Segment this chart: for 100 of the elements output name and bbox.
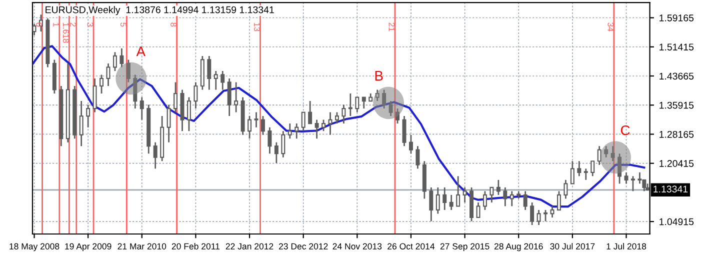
candlestick [140, 96, 144, 120]
candlestick [530, 202, 534, 226]
y-tick-label: 1.28165 [660, 130, 694, 138]
y-tick-label: 1.51415 [660, 44, 694, 50]
line-series [32, 45, 646, 208]
candlestick [314, 119, 319, 140]
candlestick [126, 59, 130, 83]
candlestick [496, 179, 500, 196]
candlestick [328, 112, 332, 136]
candlestick [523, 190, 528, 211]
candlestick [106, 62, 110, 87]
x-tick-label: 28 Aug 2016 [494, 243, 543, 252]
candlestick [396, 108, 400, 124]
candlestick [120, 48, 124, 68]
ref-line-label: 0 [36, 22, 42, 27]
candlestick [570, 160, 574, 184]
candlestick [442, 186, 447, 211]
x-tick-label: 22 Jan 2012 [226, 243, 274, 250]
candlestick [112, 51, 117, 72]
ref-line-label: 5 [120, 22, 126, 27]
ref-line-label: 8 [170, 22, 176, 27]
x-tick-label: 21 Mar 2010 [118, 243, 166, 250]
candlestick [577, 160, 582, 177]
ref-line-label: 13 [254, 22, 260, 32]
candlestick [597, 145, 602, 166]
candlestick [248, 115, 252, 140]
candlestick [408, 134, 413, 154]
candlestick [153, 142, 158, 170]
y-tick-label: 1.43665 [660, 72, 694, 80]
ref-line-label: 21 [388, 22, 395, 32]
candlestick [630, 175, 635, 192]
x-tick-label: 23 Dec 2012 [278, 243, 328, 250]
candlestick [610, 145, 615, 162]
ref-line-label: 34 [608, 22, 614, 32]
candlestick [268, 126, 272, 154]
candlestick [281, 130, 286, 158]
candlestick [100, 74, 104, 94]
candlestick [254, 112, 258, 128]
candlestick [133, 74, 138, 110]
candlestick [604, 145, 608, 158]
candlestick [556, 190, 561, 211]
ref-line-label: 1.618 [62, 22, 69, 43]
candlestick [86, 104, 90, 128]
candlestick [214, 70, 218, 90]
candlestick [536, 209, 541, 226]
candlestick [449, 194, 454, 211]
ref-line-label: 3 [87, 22, 94, 27]
x-tick-label: 27 Sep 2015 [440, 243, 490, 252]
candlestick [174, 82, 178, 113]
candlestick [92, 78, 97, 113]
x-tick-label: 30 Jul 2017 [550, 243, 595, 250]
candlestick [348, 92, 352, 117]
candlestick [584, 168, 588, 181]
candlestick [618, 152, 622, 184]
candlestick [260, 115, 265, 136]
candlestick [342, 104, 346, 124]
candlestick [456, 175, 460, 207]
x-tick-label: 19 Apr 2009 [65, 243, 112, 252]
candlestick [550, 206, 554, 218]
candlestick [166, 104, 171, 144]
candlestick [308, 100, 312, 124]
candlestick [186, 96, 191, 132]
candlestick [288, 122, 292, 140]
candlestick [638, 172, 642, 184]
candlestick [388, 100, 393, 117]
ref-line-label: 1.13341 [654, 186, 688, 193]
chart-title: EURUSD,Weekly 1.13876 1.14994 1.13159 1.13341 [46, 6, 274, 16]
x-tick-label: 20 Feb 2011 [172, 243, 220, 250]
candlestick [429, 186, 434, 222]
candlestick [564, 179, 568, 200]
candlestick [32, 23, 36, 36]
candlestick [402, 115, 406, 147]
candlestick [355, 96, 360, 113]
candlestick [234, 82, 238, 113]
annotation: A [136, 46, 146, 56]
candlestick [207, 55, 212, 90]
y-tick-label: 1.04915 [660, 218, 694, 226]
candlestick [375, 89, 380, 102]
x-tick-label: 18 May 2008 [10, 243, 60, 252]
candlestick [322, 119, 326, 132]
annotation: C [620, 125, 630, 136]
candlestick [624, 172, 628, 184]
candlestick [482, 190, 487, 211]
ref-line-label: 1 [53, 22, 59, 26]
candlestick [490, 186, 494, 204]
candlestick [436, 186, 440, 214]
candlestick [334, 112, 339, 124]
annotation: B [375, 71, 383, 81]
candlestick [79, 100, 84, 147]
candlestick [227, 78, 232, 117]
candlestick [590, 160, 595, 177]
x-tick-label: 1 Jul 2018 [606, 243, 646, 250]
y-tick-label: 1.20415 [660, 160, 694, 167]
candlestick [544, 209, 548, 222]
x-tick-label: 24 Nov 2013 [332, 243, 382, 250]
candlestick [476, 202, 480, 218]
candlestick [382, 89, 386, 110]
candlestick [416, 145, 420, 170]
candlestick [301, 112, 306, 132]
candlestick [220, 70, 225, 90]
